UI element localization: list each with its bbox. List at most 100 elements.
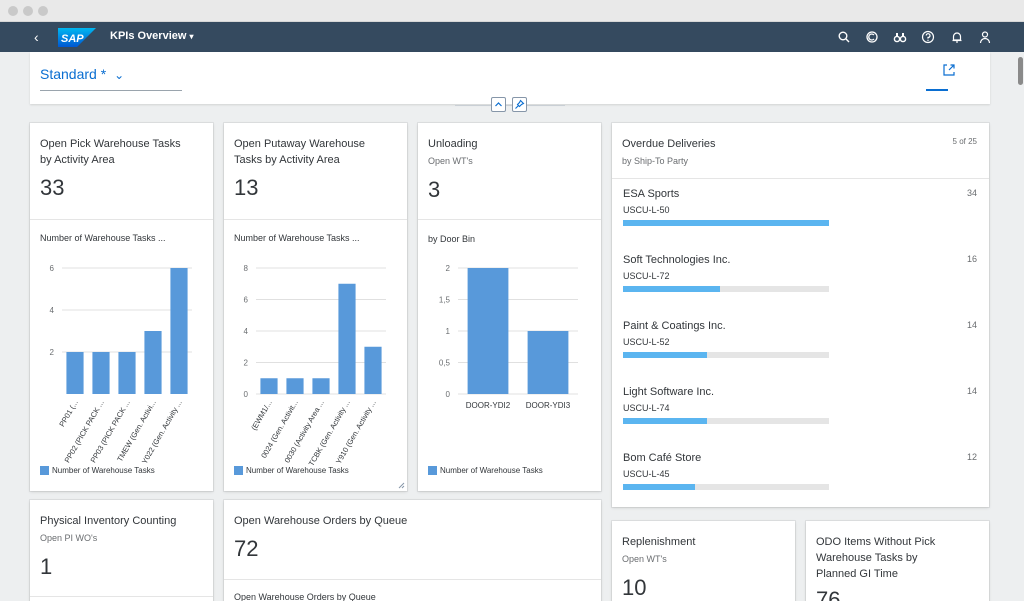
chart-bar[interactable]	[364, 346, 382, 394]
card-divider	[224, 219, 407, 220]
card-odo-items[interactable]: ODO Items Without Pick Warehouse Tasks b…	[806, 521, 989, 601]
item-value: 12	[966, 452, 977, 462]
variant-selector[interactable]: Standard * ⌄	[40, 66, 124, 82]
header-collapse-divider	[455, 105, 565, 106]
list-item[interactable]: Soft Technologies Inc. USCU-L-72 16	[612, 254, 989, 320]
page-scrollbar[interactable]	[1018, 57, 1023, 85]
y-tick-label: 1,5	[439, 296, 451, 305]
kpi-value: 33	[40, 175, 65, 200]
kpi-value: 72	[234, 536, 259, 561]
item-value: 14	[966, 386, 977, 396]
x-tick-label: PP01 (...	[57, 399, 79, 429]
x-tick-label: (EWM1/...	[249, 399, 273, 432]
kpi-value: 10	[622, 575, 647, 600]
share-tab-indicator	[926, 89, 948, 91]
app-title: KPIs Overview	[110, 30, 187, 42]
card-replenishment[interactable]: Replenishment Open WT's 10	[612, 521, 795, 601]
card-subtitle: Open PI WO's	[40, 533, 98, 543]
y-tick-label: 4	[50, 306, 55, 315]
chart-bar[interactable]	[338, 283, 356, 394]
progress-fill	[623, 418, 708, 424]
y-tick-label: 2	[50, 348, 55, 357]
card-subtitle: Open WT's	[428, 156, 473, 166]
chart-bar[interactable]	[170, 268, 188, 394]
window-minimize-dot[interactable]	[23, 6, 33, 16]
chart-bar[interactable]	[66, 352, 84, 394]
chart-bar[interactable]	[118, 352, 136, 394]
customer-code: USCU-L-52	[623, 337, 670, 347]
card-open-warehouse-orders[interactable]: Open Warehouse Orders by Queue 72 Open W…	[224, 500, 601, 601]
variant-underline	[40, 90, 182, 91]
card-open-putaway-tasks[interactable]: Open Putaway Warehouse Tasks by Activity…	[224, 123, 407, 491]
user-icon[interactable]	[978, 30, 992, 44]
chart-bar[interactable]	[312, 378, 330, 394]
share-icon[interactable]	[942, 63, 956, 77]
chart-bar[interactable]	[286, 378, 304, 394]
shell-bar: ‹ SAP KPIs Overview ▾	[0, 22, 1024, 52]
y-tick-label: 0	[244, 390, 249, 399]
legend-label: Number of Warehouse Tasks	[52, 466, 155, 475]
pin-header-button[interactable]	[512, 97, 527, 112]
customer-code: USCU-L-72	[623, 271, 670, 281]
customer-name: Light Software Inc.	[623, 386, 715, 398]
card-title: Open Warehouse Orders by Queue	[234, 515, 408, 527]
list-item[interactable]: Paint & Coatings Inc. USCU-L-52 14	[612, 320, 989, 386]
kpi-value: 1	[40, 554, 53, 579]
list-item[interactable]: Bom Café Store USCU-L-45 12	[612, 452, 989, 507]
card-subtitle: by Ship-To Party	[622, 156, 689, 166]
chart-bar[interactable]	[144, 331, 162, 394]
collapse-header-button[interactable]	[491, 97, 506, 112]
chart-bar[interactable]	[92, 352, 110, 394]
list-item[interactable]: Light Software Inc. USCU-L-74 14	[612, 386, 989, 452]
customer-name: Paint & Coatings Inc.	[623, 320, 726, 332]
bell-icon[interactable]	[950, 30, 964, 44]
card-physical-inventory[interactable]: Physical Inventory Counting Open PI WO's…	[30, 500, 213, 601]
chart-bar[interactable]	[467, 268, 509, 394]
progress-fill	[623, 220, 829, 226]
legend-swatch	[234, 466, 243, 475]
chart-title: Number of Warehouse Tasks ...	[234, 233, 360, 243]
chart-bar[interactable]	[260, 378, 278, 394]
chart-title: Open Warehouse Orders by Queue	[234, 592, 376, 601]
chart-bar[interactable]	[527, 331, 569, 394]
help-icon[interactable]	[921, 30, 935, 44]
binoculars-icon[interactable]	[893, 30, 907, 44]
card-divider	[30, 219, 213, 220]
resize-handle-icon[interactable]	[398, 482, 405, 489]
app-title-menu[interactable]: KPIs Overview ▾	[110, 30, 193, 42]
customer-name: Soft Technologies Inc.	[623, 254, 731, 266]
card-unloading[interactable]: Unloading Open WT's 3 by Door Bin 0 0,5 1 1…	[418, 123, 601, 491]
customer-code: USCU-L-50	[623, 205, 670, 215]
item-value: 16	[966, 254, 977, 264]
list-item[interactable]: ESA Sports USCU-L-50 34	[612, 188, 989, 254]
window-close-dot[interactable]	[8, 6, 18, 16]
card-title: Unloading	[428, 138, 478, 150]
page-header: Standard * ⌄	[30, 52, 990, 104]
card-overdue-deliveries[interactable]: Overdue Deliveries by Ship-To Party 5 of…	[612, 123, 989, 507]
variant-label: Standard *	[40, 66, 107, 82]
window-zoom-dot[interactable]	[38, 6, 48, 16]
window-titlebar	[0, 0, 1024, 22]
progress-track	[623, 418, 829, 424]
card-title: Overdue Deliveries	[622, 138, 716, 150]
customer-code: USCU-L-45	[623, 469, 670, 479]
item-count: 5 of 25	[952, 137, 977, 146]
bar-chart-unloading: 0 0,5 1 1,5 2 DOOR-YDI2 DOOR-YDI3	[439, 264, 578, 410]
y-tick-label: 1	[446, 327, 451, 336]
y-tick-label: 2	[446, 264, 451, 273]
legend-label: Number of Warehouse Tasks	[246, 466, 349, 475]
y-tick-label: 4	[244, 327, 249, 336]
copilot-icon[interactable]	[865, 30, 879, 44]
sap-logo-text: SAP	[61, 33, 84, 45]
progress-fill	[623, 484, 696, 490]
sap-logo[interactable]: SAP	[58, 28, 96, 47]
y-tick-label: 0	[446, 390, 451, 399]
card-open-pick-tasks[interactable]: Open Pick Warehouse Tasks by Activity Ar…	[30, 123, 213, 491]
progress-track	[623, 484, 829, 490]
search-icon[interactable]	[837, 30, 851, 44]
card-divider	[418, 219, 601, 220]
back-icon[interactable]: ‹	[34, 29, 39, 45]
progress-fill	[623, 286, 720, 292]
kpi-value: 3	[428, 177, 441, 202]
